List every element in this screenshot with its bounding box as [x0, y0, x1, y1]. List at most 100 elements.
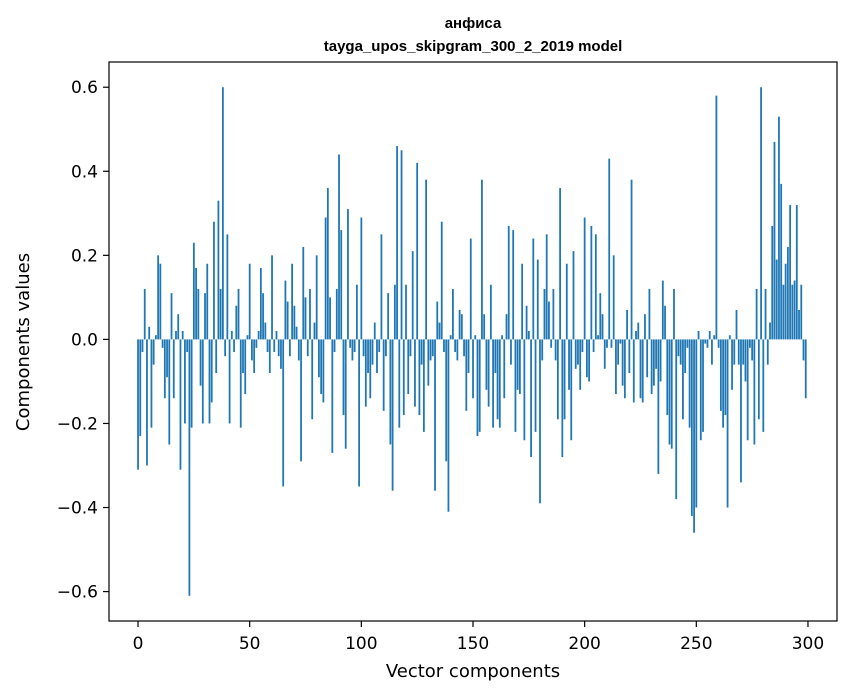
- bar-98: [355, 284, 358, 340]
- bar-11: [161, 339, 164, 348]
- bar-73: [300, 339, 302, 462]
- bar-17: [175, 330, 177, 340]
- bar-54: [257, 330, 260, 340]
- bar-47: [242, 339, 244, 374]
- bar-88: [333, 339, 336, 353]
- bar-35: [215, 339, 218, 374]
- bar-9: [157, 255, 160, 340]
- bar-81: [318, 339, 320, 378]
- bar-30: [204, 293, 206, 340]
- bar-49: [246, 335, 249, 340]
- bar-108: [378, 339, 381, 353]
- bar-5: [148, 326, 151, 340]
- bar-230: [650, 339, 653, 395]
- bar-106: [373, 322, 376, 340]
- bar-86: [329, 297, 331, 340]
- bar-179: [536, 259, 539, 340]
- bar-155: [483, 314, 486, 340]
- bar-217: [621, 339, 624, 386]
- bar-259: [715, 95, 718, 340]
- bar-260: [717, 339, 720, 348]
- bar-223: [635, 330, 637, 340]
- chart-title-line2: tayga_upos_skipgram_300_2_2019 model: [324, 38, 623, 55]
- bar-201: [586, 339, 588, 378]
- bar-224: [637, 322, 640, 340]
- bar-146: [463, 339, 465, 357]
- bar-189: [559, 188, 561, 340]
- bar-266: [731, 339, 733, 390]
- bar-66: [284, 280, 287, 340]
- bar-190: [561, 339, 564, 458]
- bar-176: [530, 339, 532, 458]
- bar-199: [581, 339, 584, 353]
- bar-85: [326, 188, 329, 340]
- bar-152: [476, 339, 479, 437]
- bar-178: [534, 339, 537, 432]
- bar-160: [494, 339, 497, 374]
- bar-289: [782, 284, 785, 340]
- bar-165: [505, 314, 508, 340]
- y-tick-label-4: 0.2: [71, 246, 98, 266]
- bar-161: [496, 339, 499, 420]
- bar-6: [150, 339, 153, 428]
- bar-261: [719, 339, 722, 411]
- bar-26: [195, 267, 197, 340]
- bar-4: [146, 339, 148, 466]
- bar-38: [222, 87, 224, 340]
- bar-80: [315, 255, 318, 340]
- bar-207: [599, 293, 602, 340]
- bar-246: [686, 339, 689, 348]
- bar-40: [226, 234, 229, 340]
- bar-221: [630, 179, 633, 340]
- bar-1: [139, 339, 142, 437]
- bar-287: [778, 116, 780, 340]
- bar-203: [590, 225, 593, 340]
- y-tick-label-1: −0.4: [57, 499, 98, 519]
- bar-277: [755, 288, 758, 340]
- bar-292: [789, 204, 791, 340]
- bar-97: [353, 339, 356, 353]
- bar-69: [291, 263, 294, 340]
- bar-114: [391, 339, 394, 491]
- bar-235: [661, 280, 664, 340]
- bar-283: [769, 322, 771, 340]
- bar-239: [670, 339, 673, 449]
- bar-41: [228, 339, 231, 424]
- bar-213: [612, 255, 615, 340]
- bar-143: [456, 339, 459, 361]
- bar-135: [438, 322, 441, 340]
- x-axis-label: Vector components: [386, 661, 560, 682]
- bar-196: [574, 339, 577, 369]
- bar-44: [235, 305, 238, 340]
- bar-23: [188, 339, 191, 596]
- y-tick-label-2: −0.2: [57, 414, 98, 434]
- bar-238: [668, 339, 671, 445]
- bar-37: [219, 288, 222, 340]
- bar-116: [396, 146, 398, 340]
- bar-56: [262, 293, 264, 340]
- bar-244: [682, 339, 684, 420]
- bar-278: [757, 339, 760, 420]
- bar-285: [773, 141, 776, 340]
- bar-263: [724, 339, 727, 416]
- bar-158: [489, 284, 492, 340]
- bar-77: [309, 288, 311, 340]
- bar-13: [166, 339, 168, 378]
- bar-144: [458, 309, 461, 340]
- bar-50: [248, 263, 251, 340]
- bar-32: [208, 339, 211, 424]
- bar-111: [385, 339, 387, 357]
- bar-193: [568, 339, 570, 390]
- bar-291: [786, 246, 789, 340]
- bar-29: [201, 339, 204, 424]
- bar-83: [322, 339, 325, 403]
- bar-21: [184, 339, 186, 424]
- bar-162: [498, 339, 501, 428]
- bar-94: [347, 209, 349, 340]
- bar-91: [340, 230, 343, 340]
- bar-271: [742, 339, 745, 365]
- bar-206: [597, 335, 599, 340]
- bar-157: [487, 339, 490, 407]
- bar-205: [594, 234, 597, 340]
- bar-210: [606, 339, 608, 348]
